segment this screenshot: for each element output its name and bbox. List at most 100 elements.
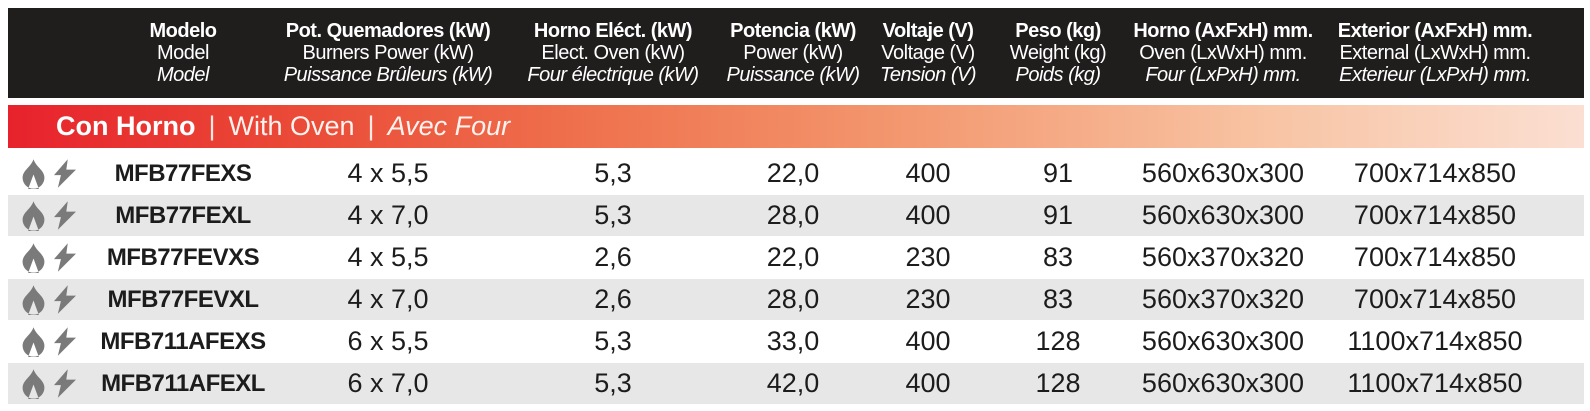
model-name: MFB711AFEXS bbox=[100, 327, 266, 355]
header-label-fr: Exterieur (LxPxH) mm. bbox=[1339, 64, 1531, 86]
exterior-dimensions-value: 700x714x850 bbox=[1353, 158, 1517, 188]
energy-icons bbox=[8, 195, 108, 236]
burners-power-value: 4 x 5,5 bbox=[347, 158, 429, 188]
weight-value: 91 bbox=[1042, 200, 1074, 230]
header-label-en: Oven (LxWxH) mm. bbox=[1139, 42, 1307, 64]
exterior-dimensions-value: 1100x714x850 bbox=[1347, 368, 1523, 398]
weight-value: 83 bbox=[1042, 242, 1074, 272]
burners-power-value: 6 x 5,5 bbox=[347, 326, 429, 356]
oven-dimensions-value: 560x370x320 bbox=[1141, 242, 1305, 272]
energy-icons bbox=[8, 279, 108, 320]
electric-oven-value: 5,3 bbox=[594, 200, 632, 230]
model-name: MFB77FEXL bbox=[115, 201, 251, 229]
table-row: MFB77FEVXS 4 x 5,5 2,6 22,0 230 83 560x3… bbox=[8, 237, 1584, 278]
column-header-weight: Peso (kg) Weight (kg) Poids (kg) bbox=[978, 8, 1138, 98]
column-header-oven-dimensions: Horno (AxFxH) mm. Oven (LxWxH) mm. Four … bbox=[1133, 8, 1313, 98]
voltage-value: 400 bbox=[905, 200, 951, 230]
header-label-es: Exterior (AxFxH) mm. bbox=[1337, 20, 1533, 42]
header-label-fr: Model bbox=[157, 64, 209, 86]
burners-power-value: 4 x 7,0 bbox=[347, 284, 429, 314]
header-label-en: Model bbox=[157, 42, 209, 64]
flame-icon bbox=[20, 368, 47, 399]
header-label-en: Power (kW) bbox=[743, 42, 843, 64]
lightning-icon bbox=[54, 327, 76, 356]
sheet-inner: Modelo Model Model Pot. Quemadores (kW) … bbox=[8, 8, 1584, 405]
power-value: 42,0 bbox=[766, 368, 820, 398]
burners-power-value: 4 x 5,5 bbox=[347, 242, 429, 272]
header-label-es: Pot. Quemadores (kW) bbox=[285, 20, 491, 42]
lightning-icon bbox=[54, 159, 76, 188]
flame-icon bbox=[20, 200, 47, 231]
header-label-fr: Tension (V) bbox=[879, 64, 977, 86]
lightning-icon bbox=[54, 285, 76, 314]
power-value: 28,0 bbox=[766, 200, 820, 230]
energy-icons bbox=[8, 321, 108, 362]
column-header-model: Modelo Model Model bbox=[108, 8, 258, 98]
lightning-icon bbox=[54, 243, 76, 272]
flame-icon bbox=[20, 158, 47, 189]
electric-oven-value: 2,6 bbox=[594, 242, 632, 272]
burners-power-value: 6 x 7,0 bbox=[347, 368, 429, 398]
section-title-fr: Avec Four bbox=[387, 111, 511, 141]
header-label-es: Potencia (kW) bbox=[730, 20, 856, 42]
oven-dimensions-value: 560x630x300 bbox=[1141, 158, 1305, 188]
banner-separator: | bbox=[367, 111, 375, 141]
electric-oven-value: 5,3 bbox=[594, 368, 632, 398]
voltage-value: 230 bbox=[905, 242, 951, 272]
power-value: 28,0 bbox=[766, 284, 820, 314]
header-label-es: Peso (kg) bbox=[1015, 20, 1101, 42]
header-label-fr: Four (LxPxH) mm. bbox=[1145, 64, 1301, 86]
exterior-dimensions-value: 700x714x850 bbox=[1353, 200, 1517, 230]
flame-icon bbox=[20, 284, 47, 315]
column-header-exterior-dimensions: Exterior (AxFxH) mm. External (LxWxH) mm… bbox=[1308, 8, 1584, 98]
model-name: MFB77FEXS bbox=[114, 159, 252, 187]
lightning-icon bbox=[54, 201, 76, 230]
weight-value: 91 bbox=[1042, 158, 1074, 188]
model-name: MFB77FEVXL bbox=[107, 285, 259, 313]
burners-power-value: 4 x 7,0 bbox=[347, 200, 429, 230]
header-label-en: Weight (kg) bbox=[1009, 42, 1107, 64]
oven-dimensions-value: 560x630x300 bbox=[1141, 200, 1305, 230]
banner-separator: | bbox=[208, 111, 216, 141]
table-row: MFB77FEVXL 4 x 7,0 2,6 28,0 230 83 560x3… bbox=[8, 279, 1584, 320]
power-value: 22,0 bbox=[766, 158, 820, 188]
header-label-en: External (LxWxH) mm. bbox=[1339, 42, 1531, 64]
header-icons-spacer bbox=[8, 8, 108, 98]
flame-icon bbox=[20, 242, 47, 273]
electric-oven-value: 5,3 bbox=[594, 158, 632, 188]
oven-dimensions-value: 560x370x320 bbox=[1141, 284, 1305, 314]
section-title-en: With Oven bbox=[228, 111, 355, 141]
table-header: Modelo Model Model Pot. Quemadores (kW) … bbox=[8, 8, 1584, 98]
voltage-value: 400 bbox=[905, 326, 951, 356]
header-label-fr: Puissance (kW) bbox=[726, 64, 860, 86]
electric-oven-value: 5,3 bbox=[594, 326, 632, 356]
exterior-dimensions-value: 700x714x850 bbox=[1353, 284, 1517, 314]
table-body: MFB77FEXS 4 x 5,5 5,3 22,0 400 91 560x63… bbox=[8, 153, 1584, 404]
weight-value: 83 bbox=[1042, 284, 1074, 314]
header-label-es: Horno Eléct. (kW) bbox=[533, 20, 693, 42]
energy-icons bbox=[8, 153, 108, 194]
voltage-value: 400 bbox=[905, 368, 951, 398]
column-header-burners-power: Pot. Quemadores (kW) Burners Power (kW) … bbox=[258, 8, 518, 98]
table-row: MFB77FEXL 4 x 7,0 5,3 28,0 400 91 560x63… bbox=[8, 195, 1584, 236]
weight-value: 128 bbox=[1035, 326, 1081, 356]
header-label-es: Voltaje (V) bbox=[882, 20, 974, 42]
header-label-en: Burners Power (kW) bbox=[302, 42, 474, 64]
electric-oven-value: 2,6 bbox=[594, 284, 632, 314]
header-label-fr: Poids (kg) bbox=[1015, 64, 1101, 86]
energy-icons bbox=[8, 363, 108, 404]
section-title-es: Con Horno bbox=[56, 111, 196, 141]
exterior-dimensions-value: 700x714x850 bbox=[1353, 242, 1517, 272]
table-row: MFB711AFEXS 6 x 5,5 5,3 33,0 400 128 560… bbox=[8, 321, 1584, 362]
weight-value: 128 bbox=[1035, 368, 1081, 398]
oven-dimensions-value: 560x630x300 bbox=[1141, 326, 1305, 356]
header-label-fr: Puissance Brûleurs (kW) bbox=[283, 64, 493, 86]
exterior-dimensions-value: 1100x714x850 bbox=[1347, 326, 1523, 356]
flame-icon bbox=[20, 326, 47, 357]
energy-icons bbox=[8, 237, 108, 278]
model-name: MFB711AFEXL bbox=[101, 369, 265, 397]
section-banner: Con Horno | With Oven | Avec Four bbox=[8, 105, 1584, 148]
column-header-electric-oven: Horno Eléct. (kW) Elect. Oven (kW) Four … bbox=[518, 8, 708, 98]
lightning-icon bbox=[54, 369, 76, 398]
voltage-value: 230 bbox=[905, 284, 951, 314]
